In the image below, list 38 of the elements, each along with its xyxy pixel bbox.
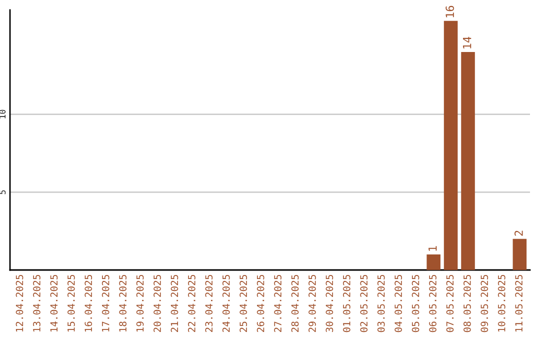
x-tick-label: 11.05.2025 <box>515 274 523 332</box>
x-tick-label: 25.04.2025 <box>240 274 248 332</box>
x-tick-label: 17.04.2025 <box>102 274 110 332</box>
x-tick-label: 24.04.2025 <box>222 274 230 332</box>
bar <box>426 254 440 270</box>
x-tick-label: 26.04.2025 <box>256 274 264 332</box>
data-label: 2 <box>514 230 523 236</box>
data-label: 14 <box>463 36 472 48</box>
x-tick-label: 03.05.2025 <box>377 274 385 332</box>
x-tick-label: 30.04.2025 <box>326 274 334 332</box>
bar <box>512 238 527 270</box>
x-tick-label: 29.04.2025 <box>308 274 316 332</box>
data-label: 1 <box>428 246 437 251</box>
x-tick-label: 23.04.2025 <box>205 274 213 332</box>
x-tick-label: 15.04.2025 <box>67 274 75 332</box>
x-tick-label: 18.04.2025 <box>119 274 126 332</box>
x-tick-label: 22.04.2025 <box>188 274 196 332</box>
x-tick-label: 04.05.2025 <box>394 274 402 332</box>
x-tick-label: 21.04.2025 <box>170 274 178 332</box>
x-tick-label: 28.04.2025 <box>291 274 299 332</box>
x-tick-label: 10.05.2025 <box>498 274 506 332</box>
x-tick-label: 09.05.2025 <box>480 274 488 332</box>
x-tick-label: 27.04.2025 <box>274 274 282 332</box>
bar <box>461 52 475 270</box>
x-tick-label: 16.04.2025 <box>84 274 92 332</box>
x-tick-label: 02.05.2025 <box>360 274 368 332</box>
x-tick-label: 07.05.2025 <box>446 274 454 332</box>
x-tick-label: 01.05.2025 <box>342 274 350 332</box>
data-label: 16 <box>446 6 454 18</box>
x-tick-label: 14.04.2025 <box>50 274 58 332</box>
x-tick-label: 08.05.2025 <box>464 274 471 332</box>
bar <box>444 20 458 270</box>
x-tick-label: 12.04.2025 <box>16 274 24 332</box>
x-tick-label: 05.05.2025 <box>412 274 420 332</box>
x-tick-label: 20.04.2025 <box>154 274 161 332</box>
x-tick-label: 13.04.2025 <box>33 274 40 332</box>
x-tick-label: 06.05.2025 <box>429 274 436 332</box>
x-tick-label: 19.04.2025 <box>136 274 144 332</box>
